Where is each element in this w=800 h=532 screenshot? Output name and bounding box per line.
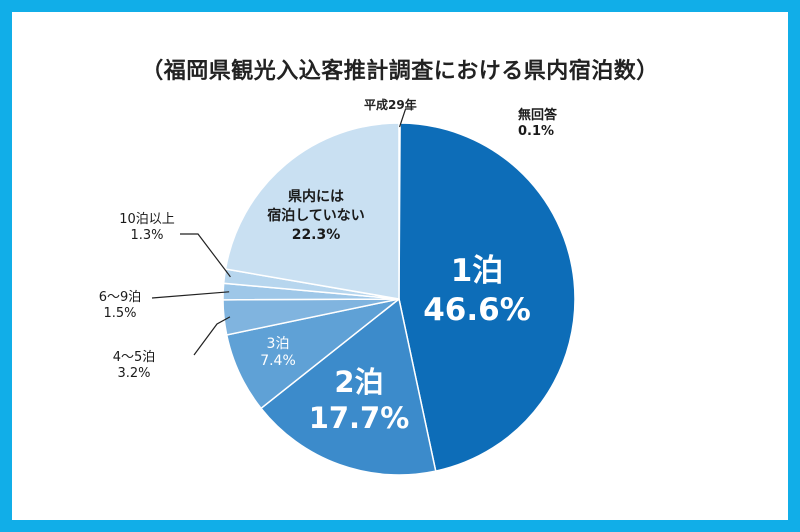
label-1night-value: 46.6% [423, 291, 531, 328]
label-2nights-value: 17.7% [308, 401, 410, 436]
label-4to5nights-name: 4〜5泊 [112, 350, 156, 365]
label-6to9nights-name: 6〜9泊 [98, 290, 142, 305]
label-no-stay: 県内には 宿泊していない 22.3% [256, 188, 376, 245]
pie-chart [151, 108, 576, 476]
label-10plus: 10泊以上 1.3% [102, 212, 192, 244]
chart-title: （福岡県観光入込客推計調査における県内宿泊数） [141, 59, 659, 84]
label-no-stay-line2: 宿泊していない [267, 207, 365, 224]
chart-subtitle: 平成29年 [364, 98, 417, 112]
label-1night: 1泊 46.6% [422, 252, 532, 330]
label-6to9nights-value: 1.5% [103, 305, 137, 321]
leader-6to9nights [151, 291, 230, 299]
slice-2nights [260, 297, 437, 476]
label-no-stay-line1: 県内には [288, 189, 344, 205]
label-no-stay-value: 22.3% [291, 226, 341, 243]
leader-4to5nights [193, 316, 231, 356]
label-noans: 無回答 0.1% [518, 108, 557, 140]
label-2nights-name: 2泊 [334, 365, 384, 399]
label-noans-value: 0.1% [518, 123, 555, 139]
label-1night-name: 1泊 [450, 253, 504, 289]
slice-1night [398, 122, 576, 473]
leader-noans [398, 108, 414, 128]
label-4to5nights-value: 3.2% [117, 365, 151, 381]
label-3nights-name: 3泊 [266, 336, 290, 352]
label-2nights: 2泊 17.7% [304, 364, 414, 437]
label-10plus-name: 10泊以上 [119, 212, 175, 227]
leader-10plus [180, 233, 231, 278]
label-10plus-value: 1.3% [130, 227, 164, 243]
chart-card: （福岡県観光入込客推計調査における県内宿泊数） 平成29年 無回答 0.1% 1… [12, 12, 788, 520]
slice-no-stay [224, 122, 400, 300]
label-4to5nights: 4〜5泊 3.2% [94, 350, 174, 382]
label-6to9nights: 6〜9泊 1.5% [80, 290, 160, 322]
label-3nights-value: 7.4% [260, 353, 296, 370]
label-noans-name: 無回答 [518, 108, 558, 123]
label-3nights: 3泊 7.4% [248, 336, 308, 370]
